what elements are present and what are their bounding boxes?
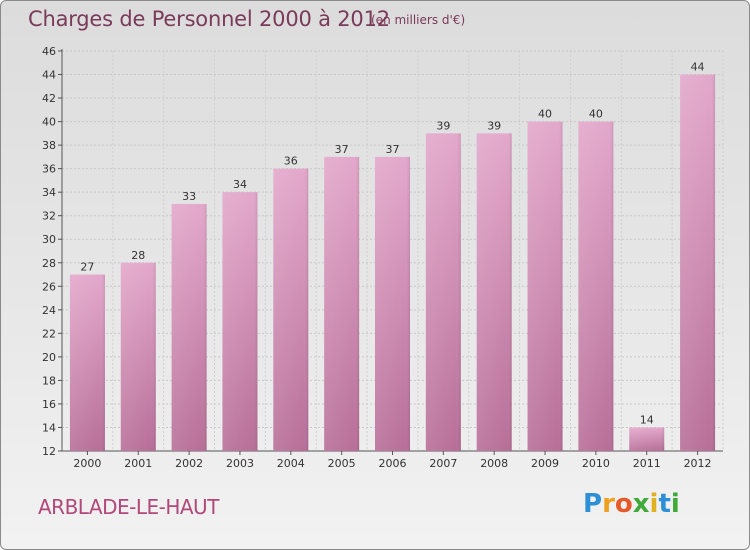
y-tick-label: 34 — [42, 186, 56, 199]
bar-value-label: 44 — [691, 61, 705, 74]
bar-shade — [629, 427, 665, 451]
bar-shade — [69, 274, 105, 451]
chart-title: Charges de Personnel 2000 à 2012 — [28, 7, 390, 31]
x-tick-label: 2010 — [582, 457, 610, 470]
x-tick-label: 2000 — [73, 457, 101, 470]
y-tick-label: 46 — [42, 45, 56, 58]
y-tick-label: 22 — [42, 327, 56, 340]
x-tick-label: 2006 — [379, 457, 407, 470]
bar-shade — [222, 192, 258, 452]
y-tick-label: 38 — [42, 139, 56, 152]
bar-value-label: 39 — [436, 119, 450, 132]
logo-letter: t — [658, 489, 671, 519]
bar-shade — [578, 121, 614, 452]
bar-shade — [425, 133, 461, 451]
x-tick-label: 2011 — [633, 457, 661, 470]
bar-value-label: 27 — [80, 261, 94, 274]
x-tick-label: 2004 — [277, 457, 305, 470]
x-tick-label: 2002 — [175, 457, 203, 470]
x-tick-label: 2009 — [531, 457, 559, 470]
bar-value-label: 39 — [487, 119, 501, 132]
y-tick-label: 18 — [42, 374, 56, 387]
logo-letter: P — [583, 489, 603, 519]
bar-value-label: 40 — [538, 108, 552, 121]
logo-letter: i — [670, 489, 680, 519]
bar-shade — [273, 168, 309, 451]
bar-value-label: 14 — [640, 413, 654, 426]
bar-value-label: 40 — [589, 108, 603, 121]
bar-shade — [171, 203, 207, 451]
y-tick-label: 20 — [42, 351, 56, 364]
y-tick-label: 40 — [42, 116, 56, 129]
logo-letter: o — [614, 489, 633, 519]
chart-subtitle: (en milliers d'€) — [371, 13, 466, 27]
x-tick-label: 2008 — [480, 457, 508, 470]
x-tick-label: 2007 — [429, 457, 457, 470]
y-tick-label: 30 — [42, 233, 56, 246]
y-tick-label: 28 — [42, 257, 56, 270]
bar-value-label: 34 — [233, 178, 247, 191]
labels: 12 14 16 18 20 22 24 26 28 30 32 34 36 38 40 42 44 46 27 20… — [42, 45, 712, 470]
x-tick-label: 2003 — [226, 457, 254, 470]
proxiti-logo: Proxiti — [583, 489, 680, 519]
y-tick-label: 42 — [42, 92, 56, 105]
logo-letter: i — [649, 489, 659, 519]
bar-value-label: 37 — [335, 143, 349, 156]
bar-value-label: 28 — [131, 249, 145, 262]
bars — [69, 74, 716, 452]
y-tick-label: 12 — [42, 445, 56, 458]
x-tick-label: 2012 — [684, 457, 712, 470]
x-tick-label: 2005 — [328, 457, 356, 470]
x-tick-label: 2001 — [124, 457, 152, 470]
y-tick-label: 32 — [42, 210, 56, 223]
y-tick-label: 26 — [42, 280, 56, 293]
logo-letter: r — [602, 489, 615, 519]
bar-shade — [527, 121, 563, 452]
bar-shade — [324, 156, 360, 451]
bar-shade — [476, 133, 512, 451]
bar-value-label: 36 — [284, 155, 298, 168]
y-tick-label: 44 — [42, 69, 56, 82]
y-tick-label: 36 — [42, 163, 56, 176]
bar-value-label: 33 — [182, 190, 196, 203]
bar-value-label: 37 — [386, 143, 400, 156]
place-name: ARBLADE-LE-HAUT — [38, 495, 219, 519]
bar-shade — [375, 156, 410, 451]
bar-shade — [120, 262, 156, 451]
bar-shade — [680, 74, 716, 451]
y-tick-label: 16 — [42, 398, 56, 411]
logo-letter: x — [632, 489, 650, 519]
y-tick-label: 14 — [42, 421, 56, 434]
y-tick-label: 24 — [42, 304, 56, 317]
